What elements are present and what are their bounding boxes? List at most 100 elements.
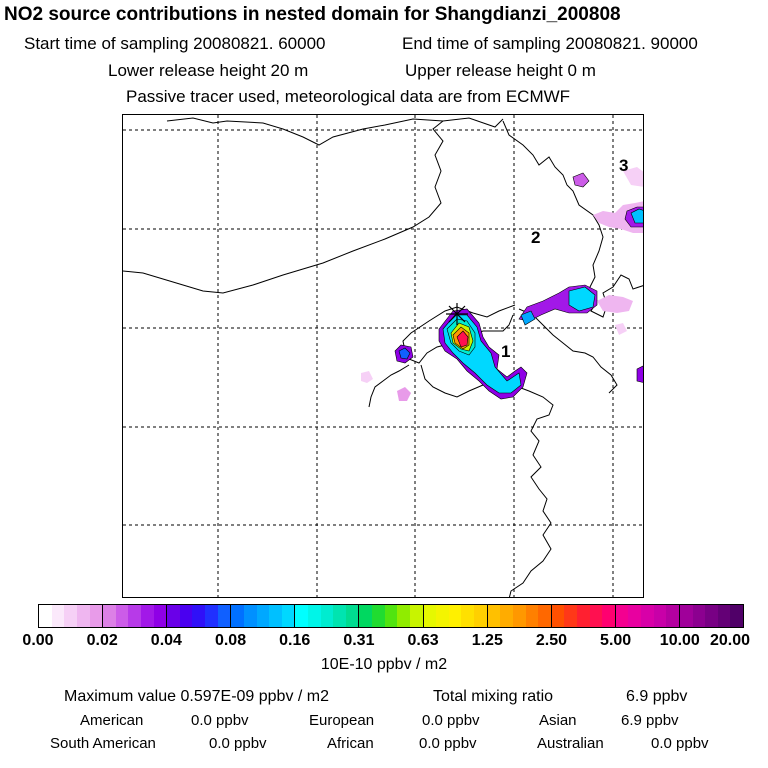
max-value-label: Maximum value 0.597E-09 ppbv / m2 [64, 688, 330, 705]
colorbar-tick-label: 0.04 [150, 632, 182, 649]
colorbar-tick-label: 0.63 [407, 632, 439, 649]
colorbar-swatch [653, 605, 667, 627]
page-title: NO2 source contributions in nested domai… [4, 4, 621, 25]
colorbar-swatch [103, 605, 116, 627]
colorbar-swatch [409, 605, 423, 627]
colorbar-swatch [615, 605, 629, 627]
marker-label-2: 2 [531, 228, 540, 247]
coastline-boundaries [123, 117, 643, 597]
concentration-plumes [361, 167, 643, 401]
region-name: Asian [539, 712, 577, 729]
colorbar-swatch [51, 605, 65, 627]
colorbar-swatch [474, 605, 487, 627]
colorbar-swatch [167, 605, 180, 627]
upper-release-label: Upper release height 0 m [405, 61, 596, 80]
colorbar-swatch [333, 605, 346, 627]
colorbar-swatch [217, 605, 231, 627]
colorbar-swatch [64, 605, 77, 627]
colorbar-swatch [153, 605, 167, 627]
colorbar-segment [678, 605, 744, 627]
colorbar-swatch [512, 605, 526, 627]
colorbar-swatch [231, 605, 244, 627]
region-name: African [327, 735, 374, 752]
colorbar-swatch [345, 605, 359, 627]
colorbar-swatch [679, 605, 693, 627]
colorbar-swatch [641, 605, 654, 627]
colorbar-swatch [705, 605, 718, 627]
colorbar-swatch [666, 605, 679, 627]
colorbar-tick-label: 0.02 [86, 632, 118, 649]
colorbar-unit-label: 10E-10 ppbv / m2 [320, 656, 448, 673]
colorbar-swatch [179, 605, 193, 627]
region-name: South American [50, 735, 156, 752]
region-value: 0.0 ppbv [422, 712, 480, 729]
colorbar-swatch [372, 605, 385, 627]
colorbar-swatch [76, 605, 90, 627]
colorbar-swatch [269, 605, 282, 627]
colorbar-swatch [577, 605, 590, 627]
colorbar-segment [294, 605, 359, 627]
region-value: 0.0 ppbv [419, 735, 477, 752]
total-mixing-value: 6.9 ppbv [626, 688, 688, 705]
region-value: 6.9 ppbv [621, 712, 679, 729]
colorbar-segment [486, 605, 551, 627]
map-panel[interactable]: 1 2 3 [122, 114, 644, 598]
colorbar [38, 604, 744, 628]
asterisk-icon[interactable] [446, 303, 468, 325]
map-canvas: 1 2 3 [123, 115, 643, 597]
colorbar-swatch [602, 605, 615, 627]
colorbar-swatch [115, 605, 129, 627]
region-value: 0.0 ppbv [651, 735, 709, 752]
colorbar-tick-label: 5.00 [600, 632, 632, 649]
colorbar-tick-label: 0.08 [214, 632, 247, 649]
colorbar-segment [166, 605, 231, 627]
colorbar-swatch [436, 605, 449, 627]
colorbar-segment [358, 605, 423, 627]
marker-label-3: 3 [619, 156, 628, 175]
total-mixing-label: Total mixing ratio [433, 688, 554, 705]
colorbar-swatch [320, 605, 334, 627]
colorbar-swatch [89, 605, 103, 627]
colorbar-swatch [423, 605, 437, 627]
colorbar-tick-label: 10.00 [659, 632, 700, 649]
colorbar-swatch [525, 605, 539, 627]
grid-lines [123, 115, 643, 597]
region-value: 0.0 ppbv [209, 735, 267, 752]
colorbar-swatch [256, 605, 270, 627]
end-time-label: End time of sampling 20080821. 90000 [402, 34, 698, 53]
colorbar-swatch [628, 605, 642, 627]
colorbar-swatch [717, 605, 731, 627]
lower-release-label: Lower release height 20 m [108, 61, 309, 80]
colorbar-segment [102, 605, 167, 627]
colorbar-tick-label: 0.00 [22, 632, 54, 649]
colorbar-swatch [281, 605, 295, 627]
colorbar-segment [614, 605, 679, 627]
tracer-note: Passive tracer used, meteorological data… [126, 87, 571, 106]
region-value: 0.0 ppbv [191, 712, 249, 729]
region-name: American [80, 712, 144, 729]
colorbar-segment [550, 605, 615, 627]
colorbar-tick-label: 0.16 [279, 632, 311, 649]
colorbar-swatch [692, 605, 706, 627]
colorbar-swatch [192, 605, 206, 627]
colorbar-tick-label: 1.25 [471, 632, 503, 649]
marker-label-1: 1 [501, 342, 510, 361]
colorbar-tick-label: 2.50 [535, 632, 568, 649]
region-name: Australian [537, 735, 604, 752]
region-name: European [309, 712, 375, 729]
colorbar-swatch [589, 605, 603, 627]
colorbar-swatch [128, 605, 141, 627]
colorbar-swatch [205, 605, 218, 627]
colorbar-swatch [243, 605, 257, 627]
colorbar-swatch [308, 605, 321, 627]
colorbar-swatch [730, 605, 744, 627]
colorbar-swatch [538, 605, 551, 627]
colorbar-segment [230, 605, 295, 627]
colorbar-swatch [564, 605, 577, 627]
colorbar-swatch [397, 605, 410, 627]
colorbar-segment [422, 605, 487, 627]
colorbar-swatch [500, 605, 513, 627]
colorbar-swatch [551, 605, 565, 627]
colorbar-swatch [295, 605, 308, 627]
colorbar-swatch [140, 605, 154, 627]
